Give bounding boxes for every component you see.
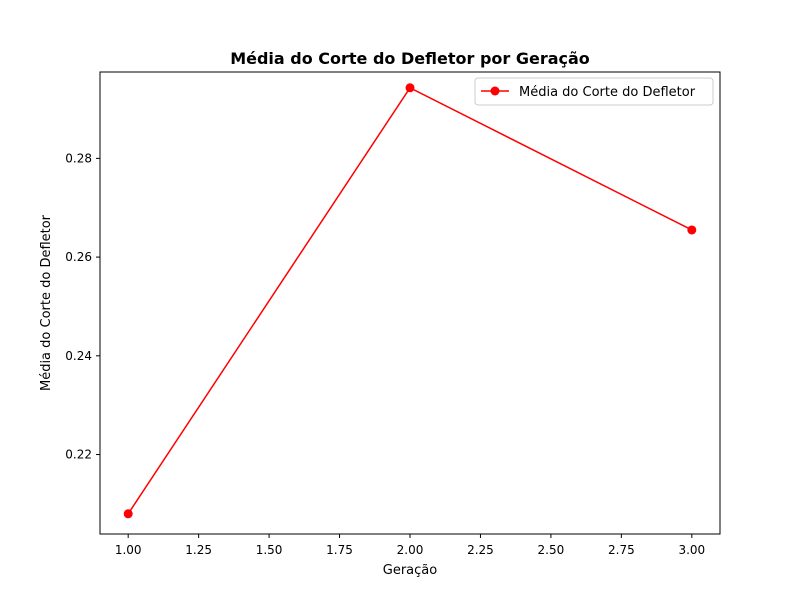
x-tick-label: 1.75 bbox=[326, 543, 353, 557]
plot-frame bbox=[99, 71, 721, 535]
plot-background bbox=[100, 72, 720, 534]
chart-title: Média do Corte do Defletor por Geração bbox=[230, 49, 590, 68]
y-tick-label: 0.24 bbox=[65, 349, 92, 363]
legend-label: Média do Corte do Defletor bbox=[519, 85, 696, 100]
y-tick-label: 0.28 bbox=[65, 151, 92, 165]
y-axis-label: Média do Corte do Defletor bbox=[39, 214, 54, 391]
x-tick-label: 1.50 bbox=[256, 543, 283, 557]
y-tick-label: 0.26 bbox=[65, 250, 92, 264]
x-axis-ticks: 1.00 1.25 1.50 1.75 2.00 2.25 2.50 2.75 3.00 bbox=[115, 534, 705, 557]
data-point bbox=[687, 225, 697, 235]
x-tick-label: 2.00 bbox=[397, 543, 424, 557]
y-axis-ticks: 0.22 0.24 0.26 0.28 bbox=[65, 151, 100, 462]
x-tick-label: 1.00 bbox=[115, 543, 142, 557]
data-point bbox=[123, 509, 133, 519]
x-tick-label: 2.50 bbox=[538, 543, 565, 557]
x-tick-label: 3.00 bbox=[678, 543, 705, 557]
x-tick-label: 2.75 bbox=[608, 543, 635, 557]
legend-box bbox=[474, 77, 714, 106]
data-point bbox=[405, 83, 415, 93]
series-layer bbox=[123, 83, 697, 519]
legend: Média do Corte do Defletor bbox=[474, 77, 714, 106]
y-tick-label: 0.22 bbox=[65, 448, 92, 462]
x-axis-label: Geração bbox=[383, 563, 437, 578]
x-tick-label: 2.25 bbox=[467, 543, 494, 557]
legend-marker-swatch bbox=[490, 86, 500, 96]
x-tick-label: 1.25 bbox=[185, 543, 212, 557]
plot-area bbox=[100, 72, 720, 534]
